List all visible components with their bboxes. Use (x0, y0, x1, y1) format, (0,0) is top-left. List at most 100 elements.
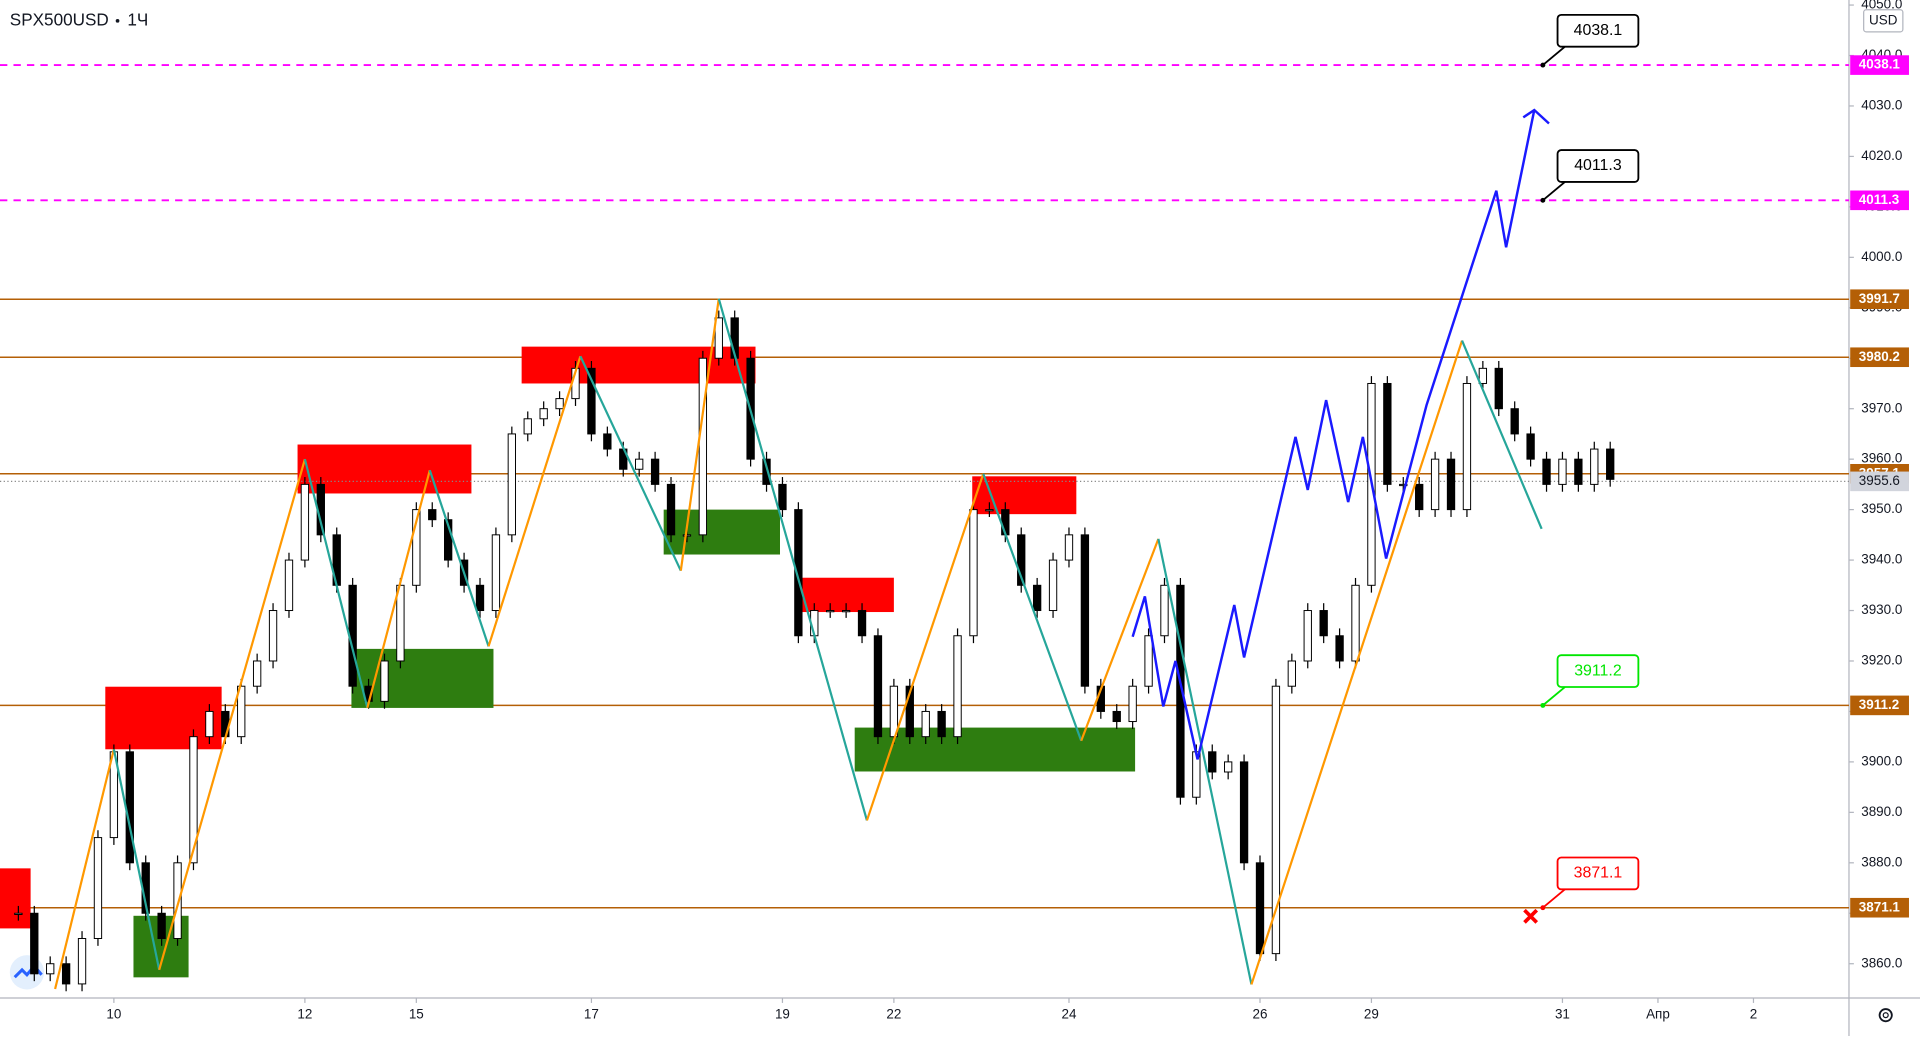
zigzag-leg (679, 298, 720, 571)
candle (1462, 382, 1472, 511)
candle (1176, 584, 1185, 798)
candle (1446, 458, 1456, 511)
candle (1606, 448, 1615, 480)
y-tick-label: 3920.0 (1861, 653, 1902, 668)
y-tick-label: 3880.0 (1861, 854, 1902, 869)
x-tick-label: 12 (297, 1007, 312, 1022)
last-price-label: 3955.6 (1859, 473, 1900, 488)
symbol: SPX500USD (10, 9, 109, 29)
candle (1017, 534, 1026, 586)
y-tick-label: 3950.0 (1861, 501, 1902, 516)
candle (1319, 610, 1328, 637)
candle (1478, 367, 1488, 384)
candle (762, 458, 771, 485)
interval[interactable]: 1Ч (127, 9, 148, 29)
candle (396, 584, 405, 662)
candle (205, 710, 214, 738)
candle (523, 418, 532, 435)
candle (969, 509, 978, 637)
x-tick-label: Апр (1646, 1007, 1670, 1022)
candle (1526, 433, 1535, 460)
zone (105, 686, 222, 750)
candle (507, 433, 516, 536)
zigzag-leg (1461, 340, 1543, 530)
zigzag-leg (579, 355, 682, 572)
candle (1271, 685, 1281, 955)
y-tick-label: 4020.0 (1861, 148, 1902, 163)
price-tag-label: 3871.1 (1859, 899, 1901, 914)
candle (46, 963, 55, 975)
candle (905, 685, 914, 738)
logo[interactable] (9, 955, 45, 990)
candle (841, 610, 851, 613)
candle (778, 483, 787, 511)
candle (1383, 382, 1392, 485)
candle (889, 685, 899, 738)
candle (1048, 559, 1058, 612)
candle (603, 433, 612, 450)
price-tag-label: 3980.2 (1859, 349, 1900, 364)
price-tag (1850, 897, 1909, 918)
candle (1351, 584, 1360, 662)
candle (539, 408, 548, 420)
zigzag-leg (1157, 538, 1253, 985)
candle (1430, 458, 1440, 511)
candle (1080, 534, 1090, 687)
candle (428, 509, 437, 521)
zone (663, 509, 780, 555)
settings-icon[interactable] (1878, 1008, 1893, 1023)
price-tag (1850, 190, 1909, 211)
candle (61, 963, 71, 985)
candle (93, 837, 103, 939)
zigzag-leg (717, 298, 868, 821)
callout-label: 3871.1 (1574, 865, 1623, 882)
separator (115, 18, 120, 23)
callout-label: 4038.1 (1574, 22, 1623, 39)
zone (0, 868, 31, 929)
candle (666, 483, 676, 536)
zigzag-leg (303, 458, 369, 709)
candle (125, 751, 134, 864)
candle (1255, 862, 1265, 955)
candle (635, 458, 644, 470)
x-tick-label: 29 (1364, 1007, 1379, 1022)
candle (14, 912, 23, 915)
candle (1494, 367, 1503, 410)
y-tick-label: 3890.0 (1861, 804, 1902, 819)
zigzag-leg (366, 469, 431, 709)
candle (985, 509, 994, 512)
zigzag-leg (865, 473, 985, 821)
callout-anchor (1540, 905, 1546, 911)
price-tag (1850, 695, 1909, 716)
candle (1558, 458, 1567, 485)
candle (173, 862, 182, 939)
candle (953, 635, 962, 738)
candle (1144, 635, 1153, 687)
candle (1574, 458, 1583, 485)
x-tick-label: 19 (775, 1007, 790, 1022)
zigzag-leg (158, 458, 306, 971)
candle (284, 559, 294, 612)
x-tick-label: 26 (1253, 1007, 1268, 1022)
zone (972, 476, 1077, 515)
stop-cross (1523, 908, 1539, 924)
candle (1032, 584, 1042, 612)
callout-box (1556, 654, 1640, 688)
candle (826, 610, 835, 613)
price-tag-label: 4038.1 (1859, 57, 1901, 72)
currency: USD (1869, 12, 1898, 27)
candle (300, 483, 310, 561)
candle (794, 509, 803, 637)
callout-pointer (1542, 686, 1566, 707)
callout-box (1556, 149, 1640, 183)
last-price-tag (1850, 471, 1909, 492)
candle (1128, 685, 1137, 723)
price-tag (1850, 55, 1909, 75)
currency-box[interactable] (1863, 9, 1904, 33)
candle (714, 317, 723, 359)
x-tick-label: 17 (584, 1007, 599, 1022)
y-tick-label: 3860.0 (1861, 955, 1902, 970)
candle (491, 534, 501, 612)
zigzag-leg (428, 469, 490, 647)
